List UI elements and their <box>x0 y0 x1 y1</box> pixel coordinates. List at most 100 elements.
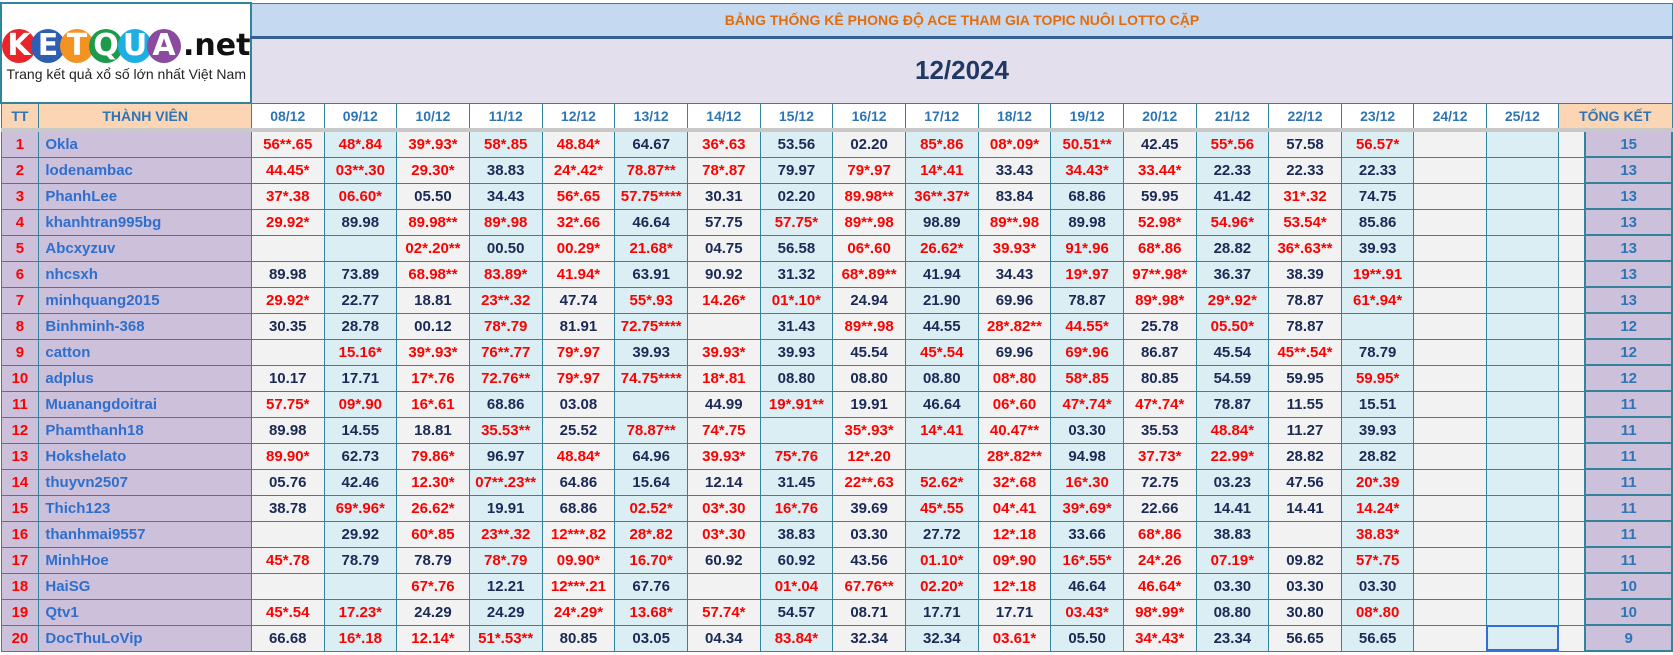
score-cell[interactable]: 40.47** <box>977 416 1052 444</box>
score-cell[interactable]: 34.43* <box>1050 156 1124 184</box>
score-cell[interactable]: 08*.80 <box>1340 598 1415 626</box>
score-cell[interactable]: 39.93 <box>614 338 689 366</box>
score-cell[interactable]: 41.94 <box>904 260 979 288</box>
score-cell[interactable]: 57.74* <box>687 598 761 626</box>
score-cell[interactable]: 78.87 <box>1195 390 1270 418</box>
score-cell[interactable] <box>1268 520 1342 548</box>
score-cell[interactable]: 55*.56 <box>1195 129 1270 158</box>
score-cell[interactable]: 55*.93 <box>614 286 689 314</box>
score-cell[interactable]: 47*.74* <box>1122 390 1197 418</box>
score-cell[interactable]: 05.76 <box>250 468 325 496</box>
score-cell[interactable]: 68.98** <box>396 260 470 288</box>
score-cell[interactable]: 18*.81 <box>687 364 761 392</box>
score-cell[interactable]: 45*.54 <box>250 598 325 626</box>
score-cell[interactable]: 23.34 <box>1195 624 1270 652</box>
score-cell[interactable]: 12*.18 <box>977 572 1052 600</box>
score-cell[interactable]: 38.39 <box>1268 260 1342 288</box>
score-cell[interactable]: 47.74 <box>541 286 616 314</box>
score-cell[interactable]: 41.42 <box>1195 182 1270 210</box>
score-cell[interactable]: 60.92 <box>759 546 834 574</box>
score-cell[interactable]: 30.35 <box>250 312 325 340</box>
score-cell[interactable]: 18.81 <box>396 286 470 314</box>
score-cell[interactable]: 44.45* <box>250 156 325 184</box>
score-cell[interactable]: 02*.20** <box>396 234 470 262</box>
score-cell[interactable]: 15.64 <box>614 468 689 496</box>
score-cell[interactable]: 44.55 <box>904 312 979 340</box>
score-cell[interactable] <box>1485 286 1560 314</box>
score-cell[interactable] <box>1413 129 1487 158</box>
score-cell[interactable]: 03*.30 <box>687 494 761 522</box>
score-cell[interactable]: 58*.85 <box>468 129 543 158</box>
score-cell[interactable]: 57.75* <box>759 208 834 236</box>
score-cell[interactable]: 35*.93* <box>832 416 906 444</box>
score-cell[interactable]: 38.83 <box>468 156 543 184</box>
score-cell[interactable]: 01*.10* <box>759 286 834 314</box>
score-cell[interactable]: 59.95* <box>1340 364 1415 392</box>
score-cell[interactable]: 29.92* <box>250 208 325 236</box>
score-cell[interactable] <box>759 416 834 444</box>
score-cell[interactable]: 45*.55 <box>904 494 979 522</box>
score-cell[interactable] <box>1485 208 1560 236</box>
score-cell[interactable]: 08.80 <box>1195 598 1270 626</box>
score-cell[interactable]: 31.43 <box>759 312 834 340</box>
score-cell[interactable]: 98*.99* <box>1122 598 1197 626</box>
score-cell[interactable]: 36.37 <box>1195 260 1270 288</box>
score-cell[interactable]: 62.73 <box>323 442 398 470</box>
score-cell[interactable]: 69.96 <box>977 286 1052 314</box>
score-cell[interactable]: 35.53 <box>1122 416 1197 444</box>
score-cell[interactable] <box>1485 598 1560 626</box>
score-cell[interactable]: 45*.78 <box>250 546 325 574</box>
score-cell[interactable]: 46.64 <box>904 390 979 418</box>
score-cell[interactable]: 89.98** <box>396 208 470 236</box>
score-cell[interactable] <box>1413 468 1487 496</box>
score-cell[interactable]: 36**.37* <box>904 182 979 210</box>
score-cell[interactable]: 03.61* <box>977 624 1052 652</box>
score-cell[interactable]: 44.99 <box>687 390 761 418</box>
score-cell[interactable] <box>1485 312 1560 340</box>
score-cell[interactable]: 29.30* <box>396 156 470 184</box>
score-cell[interactable]: 22**.63 <box>832 468 906 496</box>
score-cell[interactable] <box>1485 572 1560 600</box>
score-cell[interactable]: 15.51 <box>1340 390 1415 418</box>
score-cell[interactable]: 78.87 <box>1268 312 1342 340</box>
score-cell[interactable]: 14.55 <box>323 416 398 444</box>
score-cell[interactable]: 80.85 <box>541 624 616 652</box>
score-cell[interactable]: 10.17 <box>250 364 325 392</box>
score-cell[interactable]: 69.96 <box>977 338 1052 366</box>
score-cell[interactable] <box>1413 442 1487 470</box>
score-cell[interactable]: 19*.91** <box>759 390 834 418</box>
score-cell[interactable]: 58*.85 <box>1050 364 1124 392</box>
score-cell[interactable]: 24.29 <box>396 598 470 626</box>
score-cell[interactable]: 54.59 <box>1195 364 1270 392</box>
score-cell[interactable]: 16*.76 <box>759 494 834 522</box>
score-cell[interactable] <box>250 338 325 366</box>
score-cell[interactable]: 07**.23** <box>468 468 543 496</box>
score-cell[interactable]: 59.95 <box>1268 364 1342 392</box>
score-cell[interactable]: 36*.63** <box>1268 234 1342 262</box>
score-cell[interactable]: 78*.79 <box>468 546 543 574</box>
score-cell[interactable]: 23**.32 <box>468 520 543 548</box>
score-cell[interactable]: 11.27 <box>1268 416 1342 444</box>
score-cell[interactable]: 33.44* <box>1122 156 1197 184</box>
score-cell[interactable]: 28*.82 <box>614 520 689 548</box>
score-cell[interactable]: 12.21 <box>468 572 543 600</box>
score-cell[interactable]: 24*.26 <box>1122 546 1197 574</box>
score-cell[interactable] <box>1413 286 1487 314</box>
score-cell[interactable]: 28.82 <box>1195 234 1270 262</box>
score-cell[interactable]: 25.78 <box>1122 312 1197 340</box>
score-cell[interactable]: 45.54 <box>1195 338 1270 366</box>
score-cell[interactable]: 05.50 <box>1050 624 1124 652</box>
score-cell[interactable]: 24.29 <box>468 598 543 626</box>
score-cell[interactable]: 05.50 <box>396 182 470 210</box>
score-cell[interactable] <box>1485 442 1560 470</box>
score-cell[interactable] <box>1485 129 1560 158</box>
score-cell[interactable]: 51*.53** <box>468 624 543 652</box>
score-cell[interactable]: 19.91 <box>832 390 906 418</box>
score-cell[interactable]: 46.64 <box>614 208 689 236</box>
score-cell[interactable]: 50.51** <box>1050 129 1124 158</box>
score-cell[interactable]: 85*.86 <box>904 129 979 158</box>
score-cell[interactable] <box>1485 416 1560 444</box>
score-cell[interactable]: 89.90* <box>250 442 325 470</box>
score-cell[interactable]: 13.68* <box>614 598 689 626</box>
score-cell[interactable]: 17.23* <box>323 598 398 626</box>
